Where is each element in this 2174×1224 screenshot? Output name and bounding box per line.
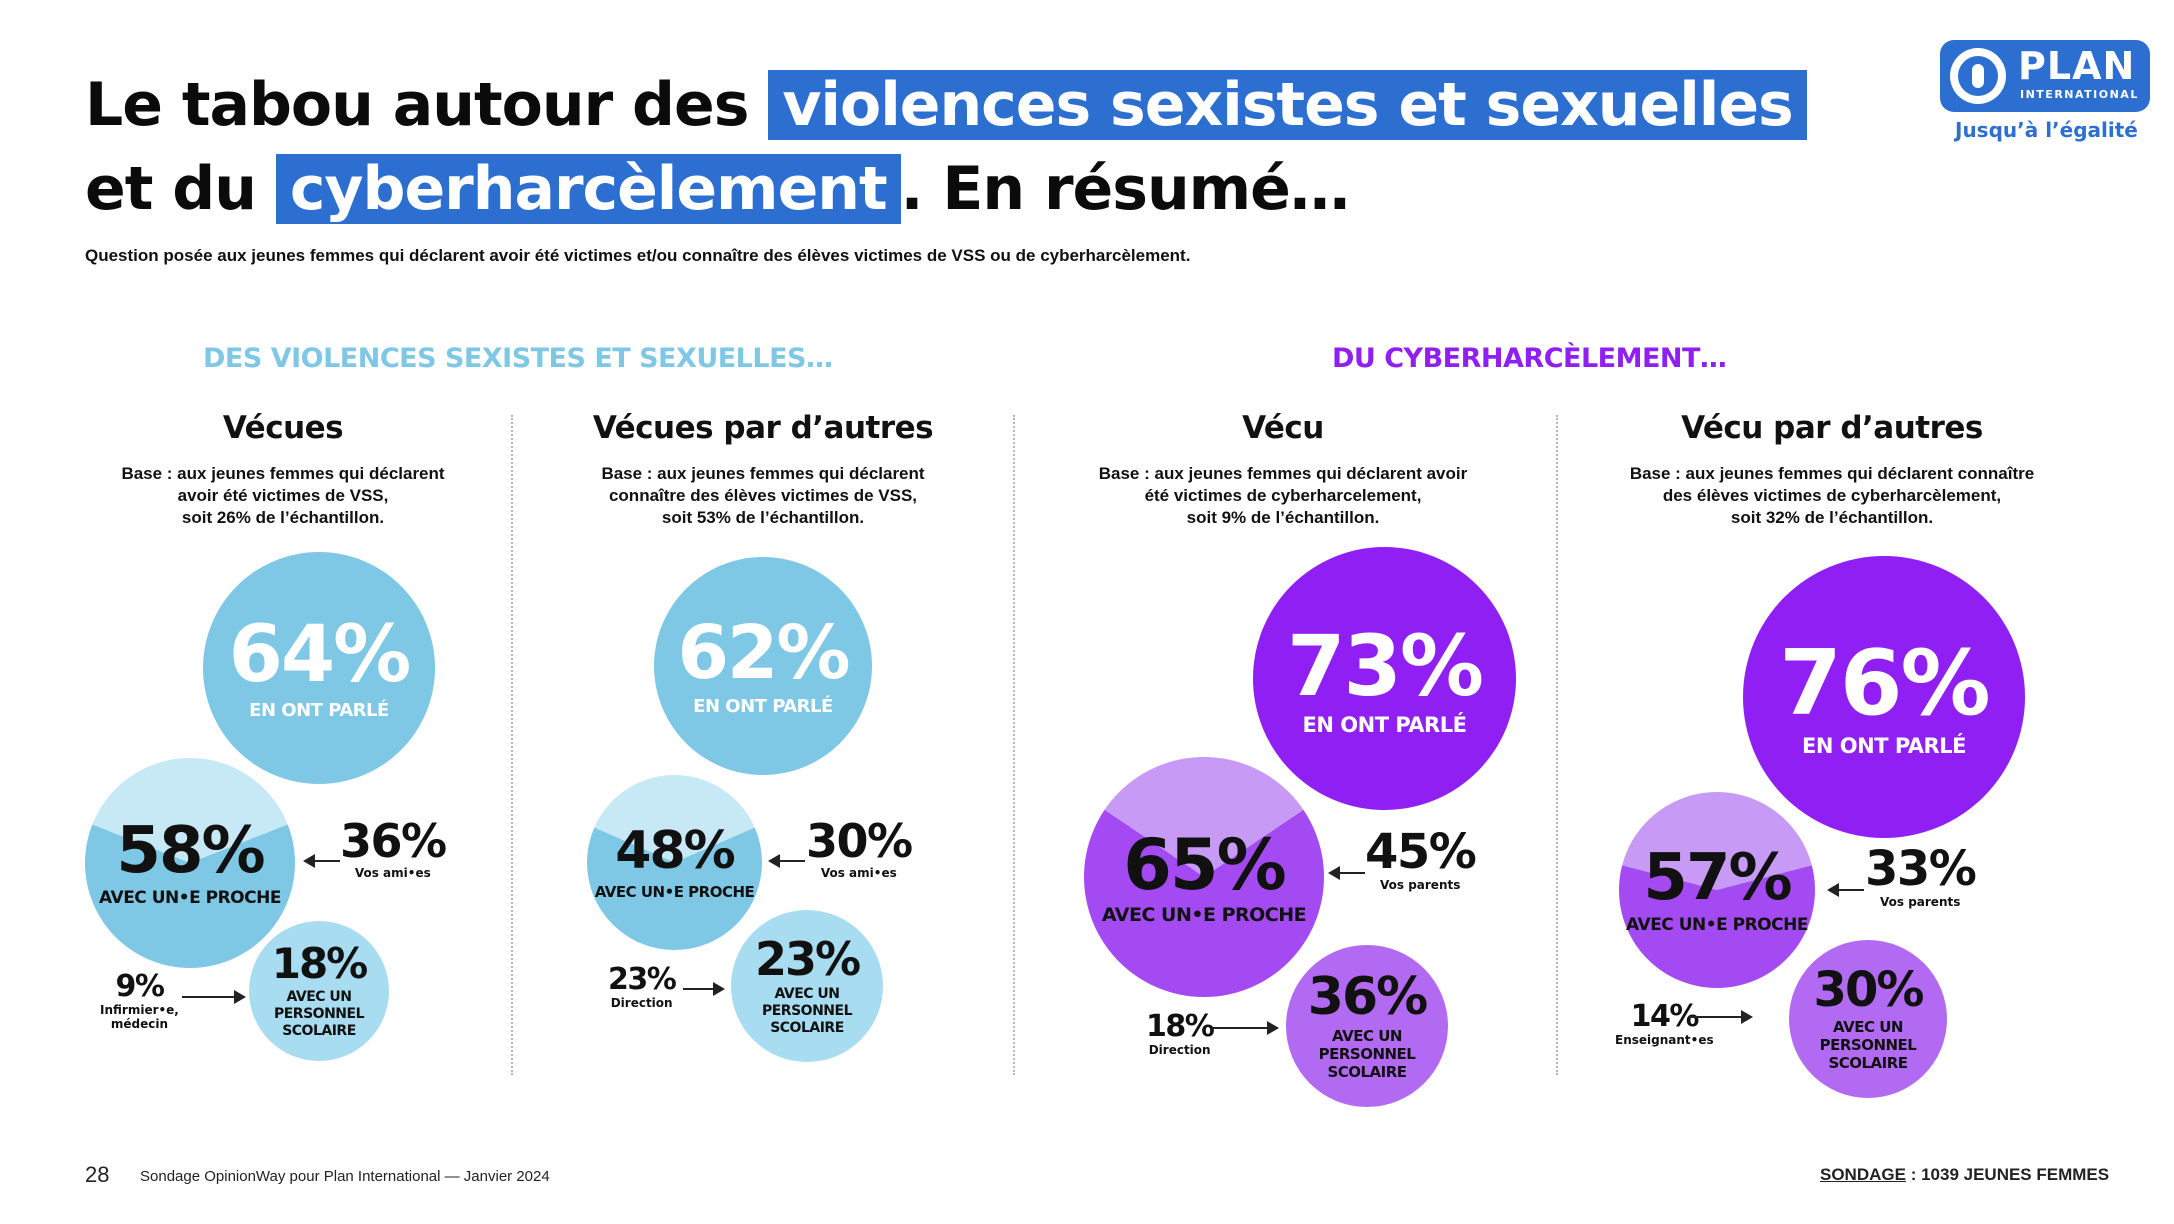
main-label: EN ONT PARLÉ — [693, 696, 833, 717]
scolaire-side-value: 9% — [115, 969, 164, 1004]
page-title-line-2: et du cyberharcèlement. En résumé… — [85, 148, 1350, 230]
arrow-right-icon — [1688, 1010, 1753, 1024]
section-heading-cyber: DU CYBERHARCÈLEMENT… — [1332, 343, 1727, 374]
scolaire-side-stat: 18% Direction — [1146, 1009, 1215, 1058]
survey-label: SONDAGE — [1820, 1165, 1906, 1184]
proche-label: AVEC UN•E PROCHE — [1626, 915, 1808, 935]
footer-survey: SONDAGE : 1039 JEUNES FEMMES — [1820, 1165, 2109, 1185]
proche-label: AVEC UN•E PROCHE — [1101, 904, 1307, 926]
scolaire-side-stat: 23% Direction — [608, 962, 677, 1011]
proche-side-stat: 33% Vos parents — [1865, 841, 1977, 909]
scolaire-side-label: Direction — [1148, 1043, 1211, 1057]
subtitle: Question posée aux jeunes femmes qui déc… — [85, 246, 1191, 265]
scolaire-side-label: Direction — [610, 996, 673, 1010]
arrow-left-icon — [768, 854, 805, 868]
proche-side-value: 30% — [806, 814, 913, 868]
main-circle: 62% EN ONT PARLÉ — [654, 557, 872, 775]
scolaire-value: 18% — [271, 938, 369, 988]
main-value: 76% — [1779, 631, 1990, 736]
proche-value: 65% — [1123, 824, 1287, 906]
scolaire-circle: 18% AVEC UN PERSONNEL SCOLAIRE — [249, 921, 389, 1061]
section-heading-vss: DES VIOLENCES SEXISTES ET SEXUELLES… — [203, 343, 833, 374]
main-value: 73% — [1286, 616, 1484, 715]
proche-circle: 65% AVEC UN•E PROCHE — [1084, 757, 1324, 997]
page-number: 28 — [85, 1162, 110, 1187]
proche-side-label: Vos ami•es — [354, 866, 431, 880]
main-circle: 76% EN ONT PARLÉ — [1743, 556, 2025, 838]
main-label: EN ONT PARLÉ — [249, 700, 389, 721]
proche-side-label: Vos parents — [1380, 878, 1461, 892]
arrow-right-icon — [683, 982, 725, 996]
scolaire-side-value: 14% — [1630, 999, 1700, 1034]
scolaire-value: 30% — [1813, 962, 1925, 1018]
plan-globe-icon — [1950, 48, 2006, 104]
proche-side-stat: 45% Vos parents — [1365, 824, 1477, 892]
column-base-note: Base : aux jeunes femmes qui déclarent a… — [1098, 464, 1468, 527]
scolaire-label: AVEC UN PERSONNEL SCOLAIRE — [1819, 1018, 1917, 1072]
proche-circle: 48% AVEC UN•E PROCHE — [587, 775, 762, 950]
proche-value: 57% — [1643, 841, 1792, 915]
scolaire-side-stat: 9% Infirmier•e, médecin — [100, 969, 179, 1032]
title-plain-1: Le tabou autour des — [85, 70, 749, 140]
title-plain-2b: . En résumé… — [900, 154, 1350, 224]
column-title: Vécu par d’autres — [1681, 410, 1983, 446]
scolaire-side-value: 18% — [1146, 1009, 1215, 1044]
scolaire-circle: 23% AVEC UN PERSONNEL SCOLAIRE — [731, 910, 883, 1062]
proche-value: 48% — [615, 820, 735, 881]
column-base-note: Base : aux jeunes femmes qui déclarent c… — [601, 464, 925, 527]
column-base-note: Base : aux jeunes femmes qui déclarent c… — [1629, 464, 2035, 527]
logo-sub: INTERNATIONAL — [2020, 88, 2139, 101]
scolaire-label: AVEC UN PERSONNEL SCOLAIRE — [761, 985, 853, 1036]
scolaire-circle: 36% AVEC UN PERSONNEL SCOLAIRE — [1286, 945, 1448, 1107]
main-value: 62% — [677, 610, 850, 696]
proche-side-stat: 30% Vos ami•es — [806, 814, 913, 880]
logo-tagline: Jusqu’à l’égalité — [1955, 118, 2138, 142]
column-divider — [1556, 415, 1558, 1075]
survey-value: : 1039 JEUNES FEMMES — [1905, 1165, 2110, 1184]
logo-name: PLAN — [2018, 44, 2136, 88]
proche-side-label: Vos ami•es — [820, 866, 897, 880]
scolaire-side-value: 23% — [608, 962, 677, 997]
scolaire-circle: 30% AVEC UN PERSONNEL SCOLAIRE — [1789, 940, 1947, 1098]
title-highlight-2: cyberharcèlement — [275, 154, 901, 224]
proche-side-label: Vos parents — [1880, 895, 1961, 909]
column-divider — [511, 415, 513, 1075]
scolaire-side-label: Infirmier•e, médecin — [100, 1003, 179, 1031]
arrow-left-icon — [303, 854, 340, 868]
proche-circle: 57% AVEC UN•E PROCHE — [1619, 792, 1815, 988]
column-base-note: Base : aux jeunes femmes qui déclarent a… — [121, 464, 445, 527]
proche-value: 58% — [116, 814, 265, 888]
proche-label: AVEC UN•E PROCHE — [594, 882, 755, 901]
proche-side-value: 33% — [1865, 841, 1977, 897]
scolaire-value: 36% — [1307, 967, 1428, 1027]
scolaire-side-label: Enseignant•es — [1615, 1033, 1714, 1047]
proche-side-stat: 36% Vos ami•es — [340, 814, 447, 880]
proche-label: AVEC UN•E PROCHE — [99, 888, 281, 908]
column-title: Vécues par d’autres — [592, 410, 934, 446]
arrow-right-icon — [182, 990, 246, 1004]
column-title: Vécu — [1242, 410, 1324, 446]
column-title: Vécues — [222, 410, 344, 446]
arrow-left-icon — [1827, 883, 1864, 897]
main-label: EN ONT PARLÉ — [1802, 734, 1966, 758]
main-label: EN ONT PARLÉ — [1302, 712, 1467, 737]
main-circle: 64% EN ONT PARLÉ — [203, 552, 435, 784]
scolaire-value: 23% — [754, 931, 861, 986]
scolaire-label: AVEC UN PERSONNEL SCOLAIRE — [273, 988, 365, 1039]
scolaire-label: AVEC UN PERSONNEL SCOLAIRE — [1318, 1027, 1416, 1081]
plan-international-logo: PLAN INTERNATIONAL — [1940, 40, 2150, 112]
main-circle: 73% EN ONT PARLÉ — [1253, 547, 1516, 810]
main-value: 64% — [228, 610, 412, 700]
proche-side-value: 45% — [1365, 824, 1477, 880]
page-title-line-1: Le tabou autour des violences sexistes e… — [85, 64, 1807, 146]
scolaire-side-stat: 14% Enseignant•es — [1615, 999, 1714, 1048]
footer-source: Sondage OpinionWay pour Plan Internation… — [140, 1168, 550, 1185]
title-highlight-1: violences sexistes et sexuelles — [768, 70, 1807, 140]
arrow-left-icon — [1328, 866, 1365, 880]
column-divider — [1013, 415, 1015, 1075]
title-plain-2a: et du — [85, 154, 257, 224]
proche-side-value: 36% — [340, 814, 447, 868]
proche-circle: 58% AVEC UN•E PROCHE — [85, 758, 295, 968]
arrow-right-icon — [1212, 1021, 1279, 1035]
